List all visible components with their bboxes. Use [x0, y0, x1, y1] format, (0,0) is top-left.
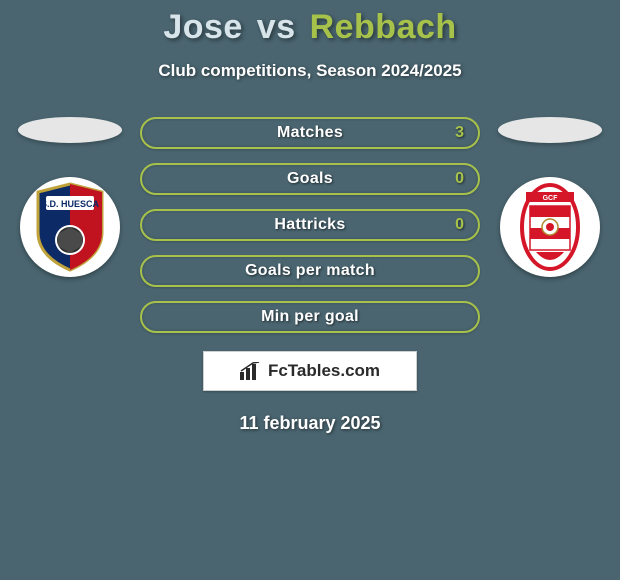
- right-crest: GCF: [500, 177, 600, 277]
- date-text: 11 february 2025: [239, 413, 380, 434]
- brand-text: FcTables.com: [268, 361, 380, 381]
- player2-name: Rebbach: [310, 8, 457, 46]
- vs-text: vs: [257, 8, 296, 46]
- stat-row-goals: Goals 0: [140, 163, 480, 195]
- stat-label: Matches: [277, 124, 343, 142]
- stat-value-right: 0: [455, 216, 464, 234]
- right-column: GCF: [490, 117, 610, 277]
- svg-text:GCF: GCF: [543, 195, 559, 202]
- infographic-root: Jose vs Rebbach Club competitions, Seaso…: [0, 0, 620, 434]
- granada-crest-icon: GCF: [518, 182, 582, 272]
- stat-label: Goals: [287, 170, 333, 188]
- title: Jose vs Rebbach: [163, 8, 456, 47]
- left-player-oval: [18, 117, 122, 143]
- left-crest: S.D. HUESCA: [20, 177, 120, 277]
- stats-list: Matches 3 Goals 0 Hattricks 0 Goals per …: [140, 117, 480, 333]
- huesca-crest-icon: S.D. HUESCA: [32, 182, 108, 272]
- stat-row-mpg: Min per goal: [140, 301, 480, 333]
- left-column: S.D. HUESCA: [10, 117, 130, 277]
- stat-value-right: 0: [455, 170, 464, 188]
- stat-row-gpm: Goals per match: [140, 255, 480, 287]
- brand-badge: FcTables.com: [203, 351, 417, 391]
- stat-label: Goals per match: [245, 262, 375, 280]
- middle-row: S.D. HUESCA Matches 3 Goals 0 Hattricks …: [0, 117, 620, 333]
- stat-label: Hattricks: [274, 216, 345, 234]
- svg-text:S.D. HUESCA: S.D. HUESCA: [41, 199, 100, 209]
- right-player-oval: [498, 117, 602, 143]
- stat-label: Min per goal: [261, 308, 359, 326]
- stat-value-right: 3: [455, 124, 464, 142]
- subtitle: Club competitions, Season 2024/2025: [158, 61, 461, 81]
- stat-row-hattricks: Hattricks 0: [140, 209, 480, 241]
- player1-name: Jose: [163, 8, 243, 46]
- stat-row-matches: Matches 3: [140, 117, 480, 149]
- bars-icon: [240, 362, 262, 380]
